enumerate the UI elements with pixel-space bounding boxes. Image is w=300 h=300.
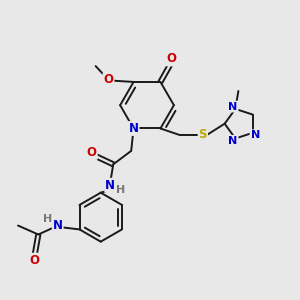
Text: H: H bbox=[43, 214, 52, 224]
Text: O: O bbox=[29, 254, 39, 267]
Text: N: N bbox=[53, 219, 63, 232]
Text: N: N bbox=[228, 136, 238, 146]
Text: N: N bbox=[105, 179, 115, 192]
Text: O: O bbox=[103, 73, 113, 86]
Text: H: H bbox=[116, 185, 126, 195]
Text: O: O bbox=[87, 146, 97, 159]
Text: N: N bbox=[129, 122, 139, 135]
Text: N: N bbox=[228, 101, 238, 112]
Text: O: O bbox=[167, 52, 176, 65]
Text: S: S bbox=[199, 128, 207, 141]
Text: N: N bbox=[250, 130, 260, 140]
